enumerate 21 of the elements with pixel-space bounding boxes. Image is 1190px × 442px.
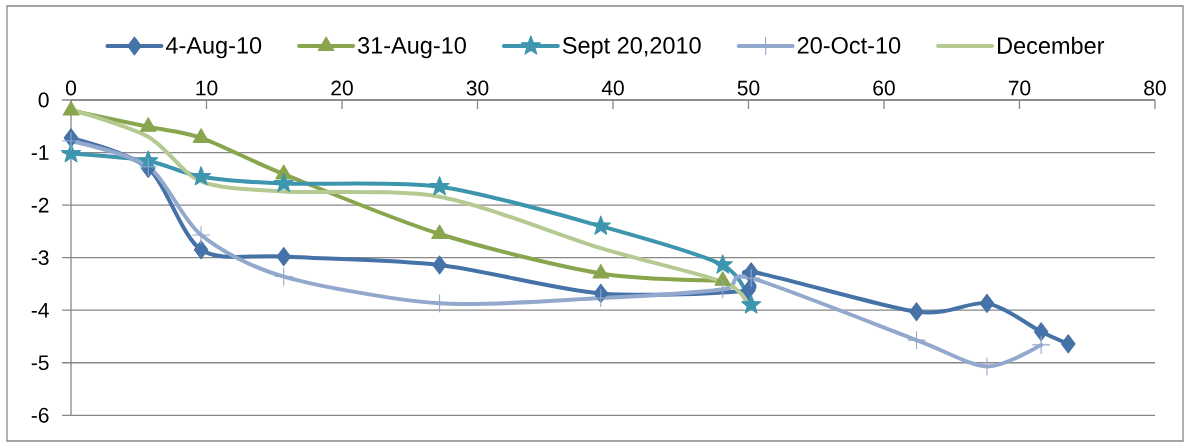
x-tick-label: 10 <box>196 80 218 96</box>
x-tick-label: 50 <box>737 80 760 96</box>
y-tick-label: 0 <box>38 92 49 108</box>
x-tick-label: 0 <box>65 80 77 96</box>
legend-label: 20-Oct-10 <box>797 37 901 54</box>
x-tick-label: 30 <box>466 80 489 96</box>
legend-label: 31-Aug-10 <box>357 37 466 59</box>
y-tick-label: -3 <box>31 250 49 266</box>
legend-label: December <box>998 36 1105 54</box>
y-tick-label: -6 <box>31 407 49 423</box>
y-tick-label: -1 <box>31 145 49 160</box>
y-tick-label: -5 <box>31 355 49 371</box>
legend-label: Sept 20,2010 <box>562 37 701 59</box>
x-tick-label: 80 <box>1144 80 1166 96</box>
x-tick-label: 70 <box>1008 80 1031 96</box>
x-tick-label: 20 <box>331 80 353 96</box>
x-tick-label: 60 <box>873 80 895 96</box>
legend-label: 4-Aug-10 <box>165 37 262 59</box>
x-tick-label: 40 <box>601 80 624 96</box>
y-tick-label: -2 <box>31 197 49 213</box>
y-tick-label: -4 <box>31 302 49 318</box>
